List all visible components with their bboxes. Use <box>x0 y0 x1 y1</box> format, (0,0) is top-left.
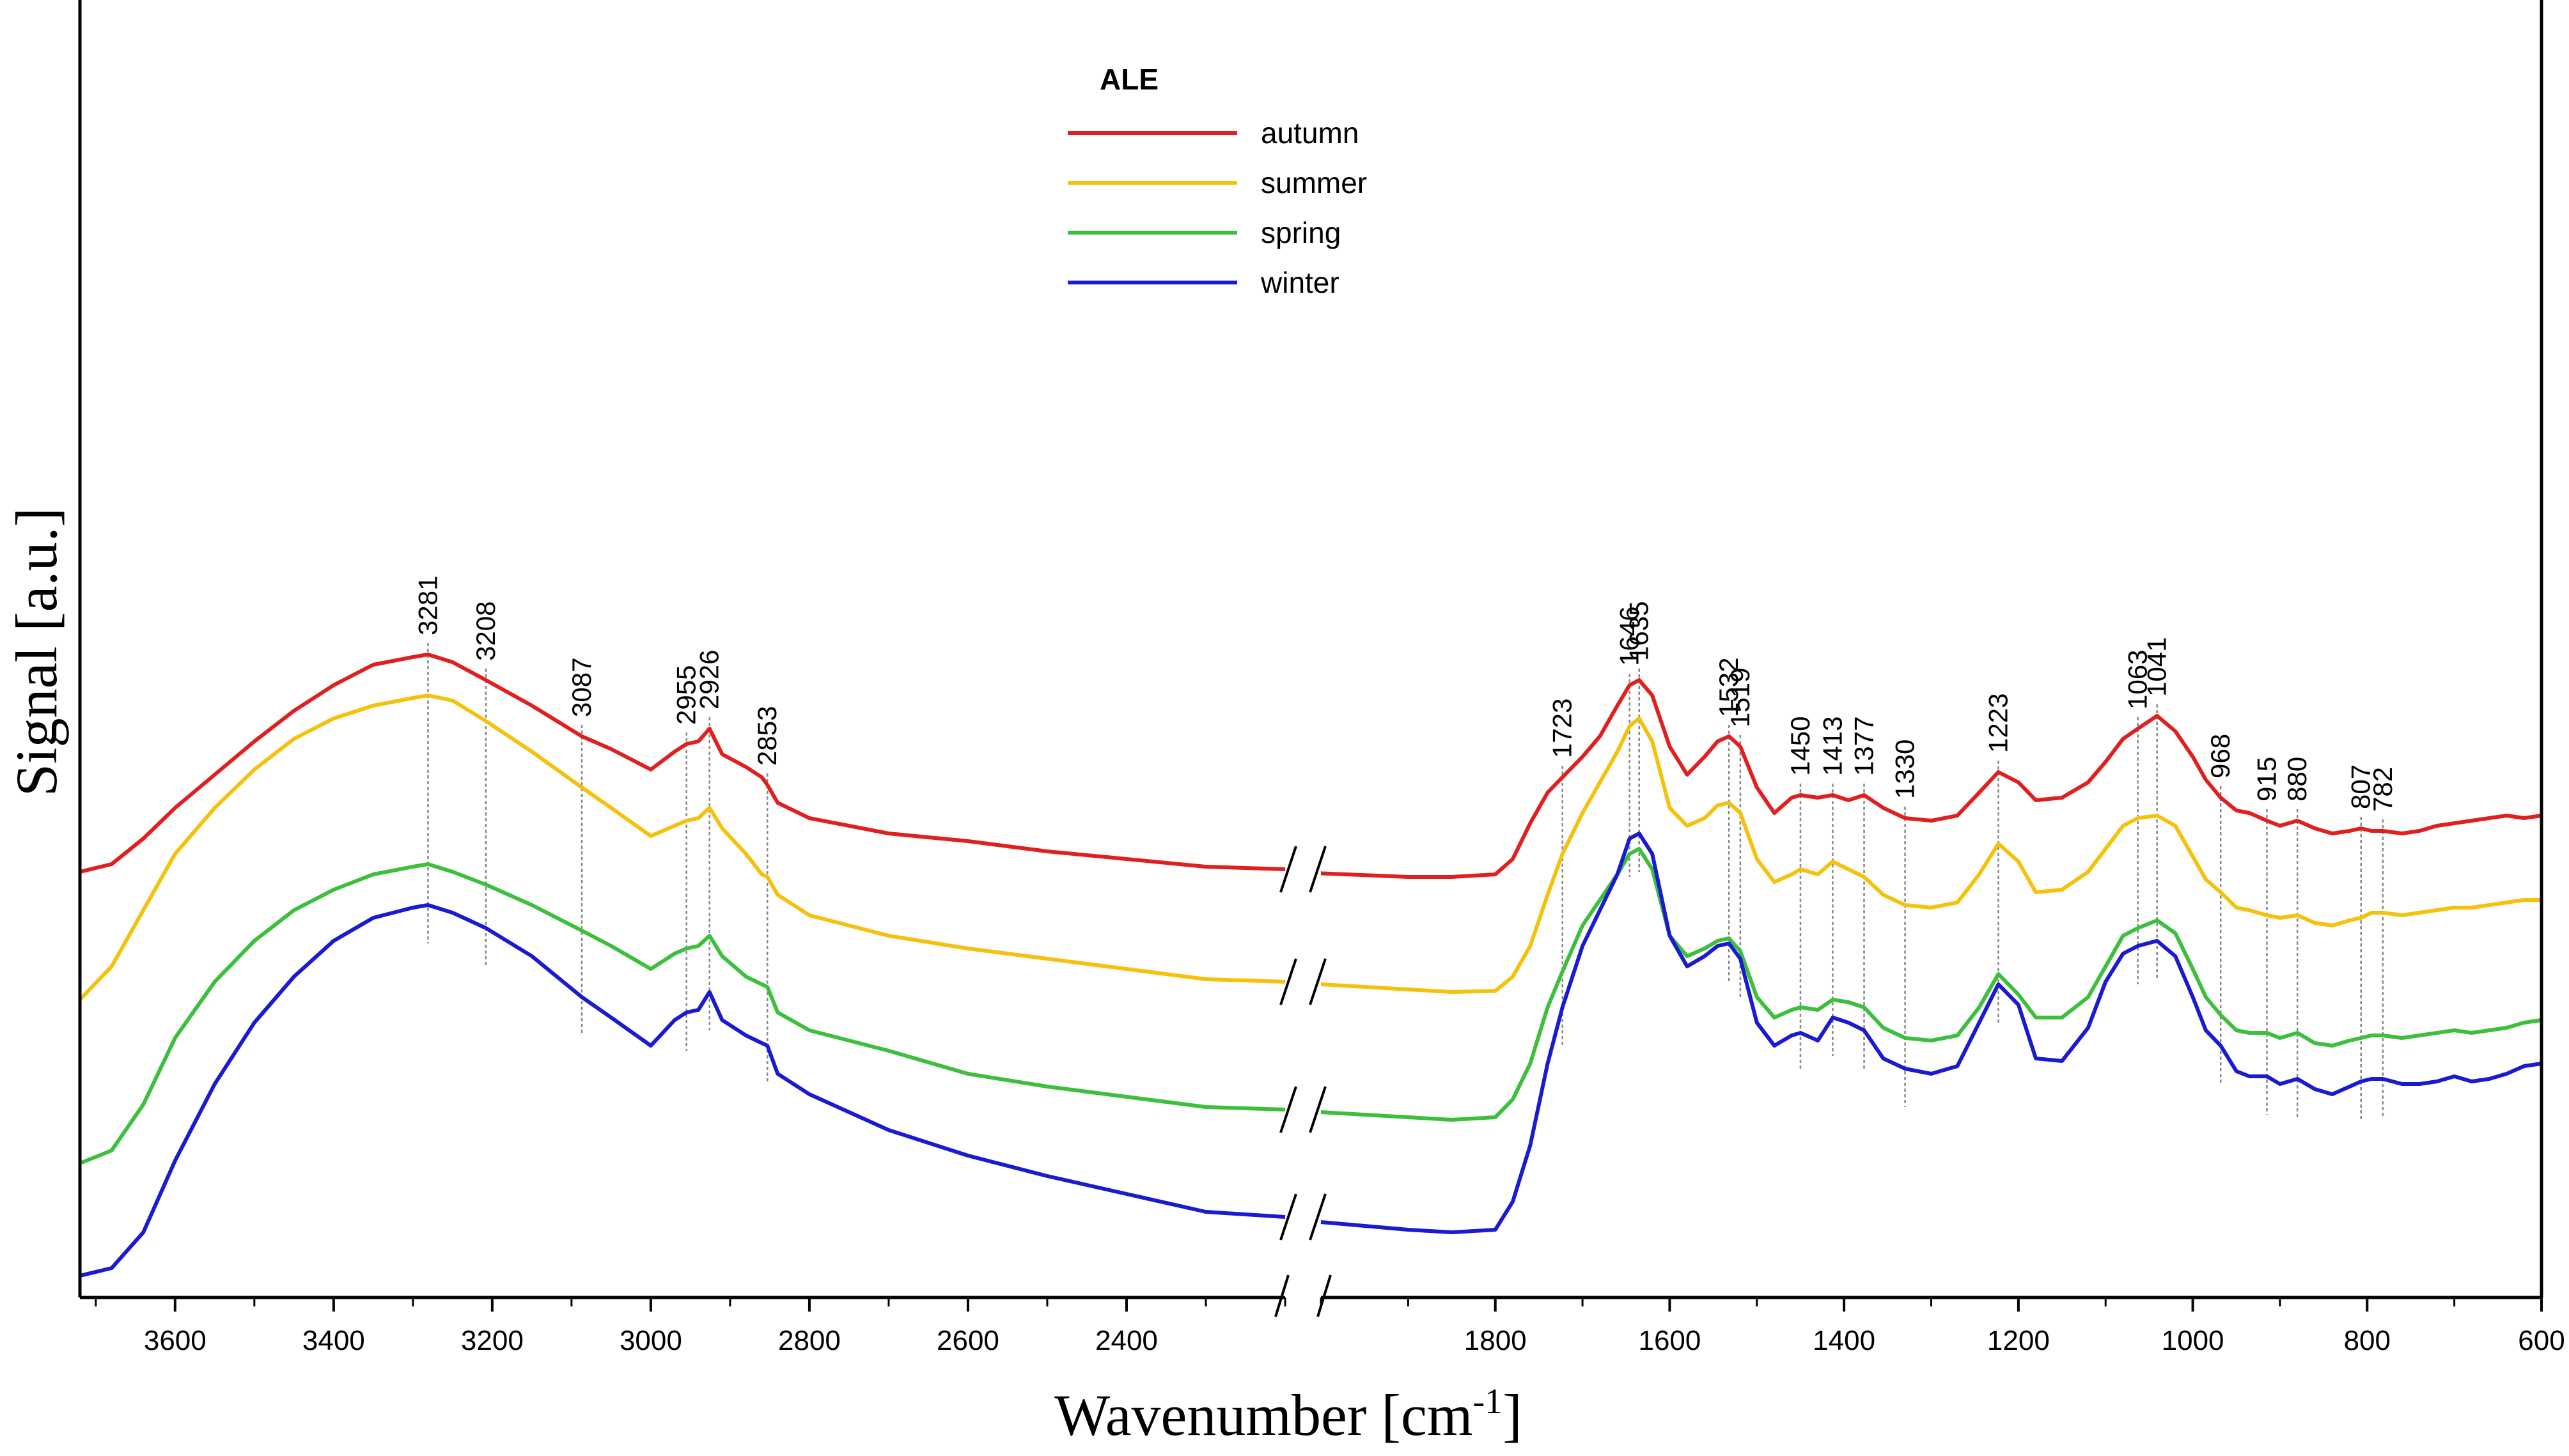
peak-label-782: 782 <box>2368 767 2398 812</box>
peak-label-1377: 1377 <box>1849 716 1879 776</box>
series-line-summer-left <box>78 693 1286 1002</box>
axis-break-marks <box>1274 846 1332 1317</box>
peak-label-2926: 2926 <box>694 650 724 709</box>
series-autumn <box>79 653 2542 879</box>
peak-label-1532: 1532 <box>1714 658 1744 717</box>
peak-label-968: 968 <box>2205 734 2235 778</box>
x-tick-label-2800: 2800 <box>778 1325 841 1356</box>
peak-label-880: 880 <box>2282 757 2312 802</box>
y-axis-title: Signal [a.u.] <box>4 507 69 796</box>
series-line-summer-right <box>1320 716 2542 994</box>
x-tick-label-1800: 1800 <box>1464 1325 1527 1356</box>
peak-guide-lines <box>427 643 2384 1120</box>
x-tick-label-1400: 1400 <box>1813 1325 1875 1356</box>
peak-label-3281: 3281 <box>412 576 442 635</box>
x-tick-label-3000: 3000 <box>620 1325 682 1356</box>
series-summer <box>78 693 2542 1002</box>
break-slash-autumn-0 <box>1279 846 1297 893</box>
x-axis-break-slash-0 <box>1274 1274 1290 1317</box>
series-line-autumn-left <box>79 653 1286 874</box>
series-line-spring-right <box>1320 847 2542 1122</box>
x-tick-label-3400: 3400 <box>302 1325 365 1356</box>
legend-label-autumn: autumn <box>1261 116 1359 150</box>
series-line-winter-right <box>1320 832 2542 1234</box>
x-tick-label-800: 800 <box>2344 1325 2391 1356</box>
series-line-spring-left <box>79 862 1286 1165</box>
legend-label-winter: winter <box>1260 266 1339 299</box>
x-tick-label-2400: 2400 <box>1095 1325 1158 1356</box>
peak-label-1646: 1646 <box>1614 607 1644 666</box>
break-slash-autumn-1 <box>1309 846 1327 893</box>
x-axis-title: Wavenumber [cm-1] <box>1054 1382 1522 1448</box>
peak-label-1223: 1223 <box>1983 693 2013 753</box>
series-layer <box>78 653 2542 1278</box>
legend-title: ALE <box>1100 63 1159 96</box>
peak-label-1041: 1041 <box>2142 637 2172 697</box>
x-tick-label-1200: 1200 <box>1987 1325 2050 1356</box>
x-tick-label-600: 600 <box>2518 1325 2565 1356</box>
peak-label-807: 807 <box>2346 764 2376 809</box>
series-line-winter-left <box>79 903 1286 1278</box>
peak-label-1635: 1635 <box>1624 601 1654 661</box>
peak-label-1723: 1723 <box>1547 699 1577 758</box>
series-winter <box>79 832 2542 1278</box>
peak-label-2853: 2853 <box>752 706 782 766</box>
peak-label-1450: 1450 <box>1785 716 1815 776</box>
break-slash-summer-0 <box>1279 958 1297 1005</box>
legend-label-summer: summer <box>1261 166 1367 199</box>
x-tick-label-3200: 3200 <box>461 1325 524 1356</box>
x-axis-break-slash-1 <box>1316 1274 1332 1317</box>
x-ticks: 3600 3400 3200 3000 2800 2600 2400 1800 1600 1400… <box>95 1297 2565 1356</box>
peak-label-1519: 1519 <box>1725 668 1755 727</box>
x-tick-label-2600: 2600 <box>937 1325 999 1356</box>
x-tick-label-1000: 1000 <box>2162 1325 2224 1356</box>
axis-break-gap <box>1286 1290 1320 1305</box>
peak-label-915: 915 <box>2251 757 2281 802</box>
x-tick-label-1600: 1600 <box>1638 1325 1701 1356</box>
series-line-autumn-right <box>1320 678 2542 879</box>
legend: ALE autumn summer spring winter <box>1068 63 1367 299</box>
break-slash-spring-1 <box>1309 1086 1327 1133</box>
break-slash-spring-0 <box>1279 1086 1297 1133</box>
peak-label-2955: 2955 <box>671 665 701 725</box>
break-slash-summer-1 <box>1309 958 1327 1005</box>
x-tick-label-3600: 3600 <box>144 1325 207 1356</box>
peak-label-3208: 3208 <box>471 601 501 661</box>
break-slash-winter-1 <box>1309 1193 1327 1241</box>
legend-label-spring: spring <box>1261 216 1341 249</box>
peak-label-3087: 3087 <box>566 658 597 717</box>
peak-label-1413: 1413 <box>1817 716 1847 776</box>
peak-label-1063: 1063 <box>2123 650 2153 709</box>
series-spring <box>79 847 2542 1165</box>
break-slash-winter-0 <box>1279 1193 1297 1241</box>
peak-label-1330: 1330 <box>1890 740 1920 799</box>
